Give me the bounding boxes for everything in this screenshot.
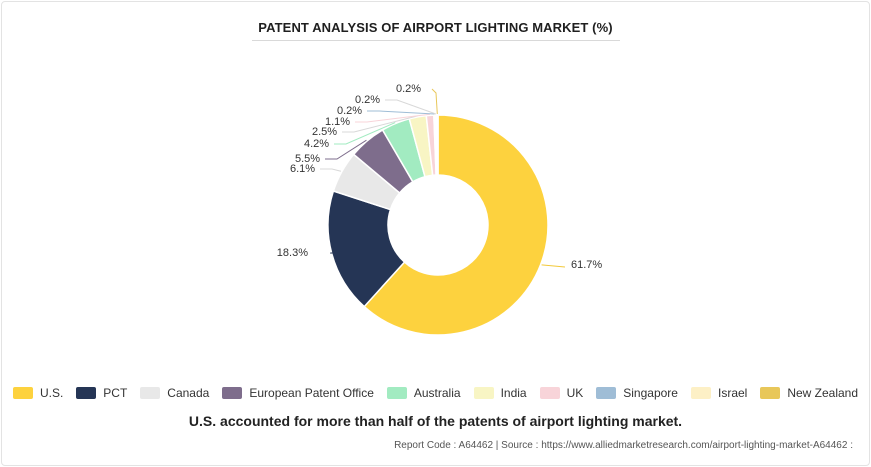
data-label-canada: 6.1%	[290, 163, 315, 175]
slice-new-zealand	[435, 114, 439, 176]
legend-swatch	[76, 387, 97, 399]
leader-line-new-zealand	[431, 88, 438, 115]
legend-label: European Patent Office	[249, 386, 374, 400]
chart-title: PATENT ANALYSIS OF AIRPORT LIGHTING MARK…	[258, 20, 613, 35]
legend-label: Australia	[413, 386, 461, 400]
legend-item-india[interactable]: India	[473, 386, 527, 400]
legend-item-canada[interactable]: Canada	[140, 386, 209, 400]
legend-swatch	[596, 387, 617, 399]
legend-label: New Zealand	[787, 386, 859, 400]
source-note: Report Code : A64462 | Source : https://…	[394, 440, 853, 451]
data-label-uk: 1.1%	[325, 116, 350, 128]
data-label-india: 2.5%	[312, 126, 337, 138]
leader-line-pct	[330, 252, 338, 254]
legend-item-european-patent-office[interactable]: European Patent Office	[222, 386, 374, 400]
chart-legend: U.S. PCT Canada European Patent Office Austr…	[0, 386, 871, 400]
slice-u-s	[363, 114, 549, 336]
title-divider	[252, 40, 620, 41]
leader-line-u-s	[541, 264, 566, 268]
legend-swatch	[140, 387, 161, 399]
legend-swatch	[760, 387, 781, 399]
legend-label: Canada	[167, 386, 210, 400]
data-label-israel: 0.2%	[355, 94, 380, 106]
legend-item-israel[interactable]: Israel	[690, 386, 748, 400]
leader-line-israel	[385, 99, 437, 115]
leader-line-uk	[355, 113, 431, 123]
legend-label: Israel	[717, 386, 748, 400]
data-label-singapore: 0.2%	[337, 105, 362, 117]
legend-label: India	[500, 386, 527, 400]
legend-item-uk[interactable]: UK	[539, 386, 584, 400]
legend-swatch	[473, 387, 494, 399]
legend-swatch	[222, 387, 243, 399]
leader-line-european-patent-office	[325, 139, 367, 160]
legend-label: UK	[566, 386, 584, 400]
legend-label: Singapore	[623, 386, 678, 400]
chart-caption: U.S. accounted for more than half of the…	[188, 413, 683, 429]
legend-item-u-s[interactable]: U.S.	[12, 386, 64, 400]
data-label-australia: 4.2%	[304, 138, 329, 150]
legend-swatch	[12, 387, 33, 399]
leader-line-singapore	[367, 110, 435, 115]
legend-item-new-zealand[interactable]: New Zealand	[760, 386, 858, 400]
legend-label: U.S.	[39, 386, 64, 400]
leader-line-australia	[334, 122, 396, 145]
legend-item-pct[interactable]: PCT	[76, 386, 127, 400]
leader-line-canada	[320, 168, 342, 172]
data-label-pct: 18.3%	[277, 247, 308, 259]
data-label-new-zealand: 0.2%	[396, 83, 421, 95]
data-label-u-s: 61.7%	[571, 259, 602, 271]
legend-item-australia[interactable]: Australia	[386, 386, 461, 400]
legend-label: PCT	[103, 386, 128, 400]
leader-line-india	[342, 115, 418, 133]
data-label-european-patent-office: 5.5%	[295, 153, 320, 165]
legend-swatch	[539, 387, 560, 399]
legend-swatch	[690, 387, 711, 399]
legend-swatch	[386, 387, 407, 399]
legend-item-singapore[interactable]: Singapore	[596, 386, 678, 400]
slice-pct	[327, 190, 406, 308]
